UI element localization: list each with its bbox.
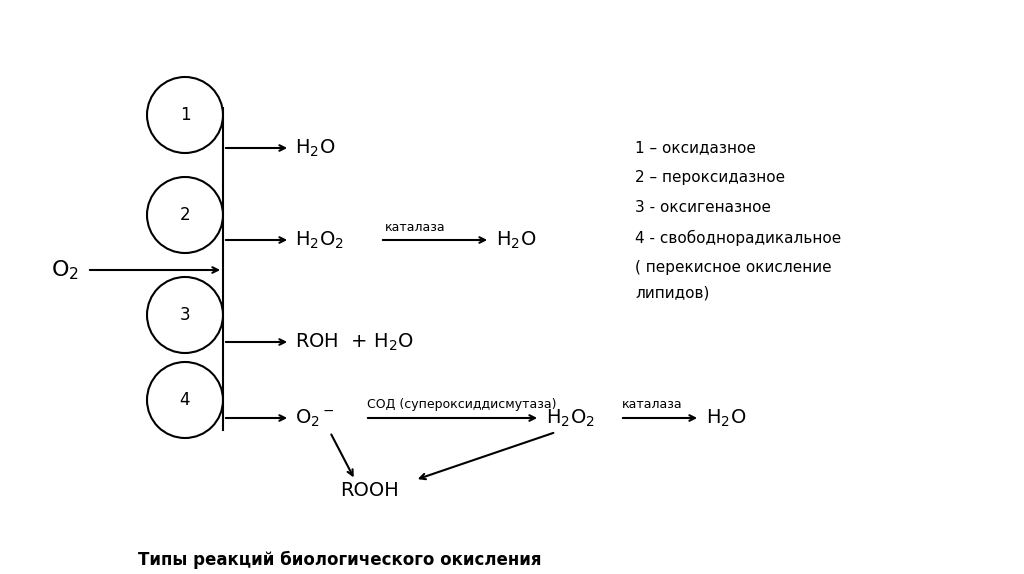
Text: H$_2$O: H$_2$O: [295, 137, 335, 158]
Text: Типы реакций биологического окисления: Типы реакций биологического окисления: [138, 551, 542, 569]
Text: ROH  + H$_2$O: ROH + H$_2$O: [295, 331, 414, 352]
Text: СОД (супероксиддисмутаза): СОД (супероксиддисмутаза): [367, 398, 556, 411]
Text: 4: 4: [180, 391, 190, 409]
Text: ( перекисное окисление: ( перекисное окисление: [635, 260, 831, 275]
Text: ROOH: ROOH: [341, 480, 399, 499]
Text: O$_2$: O$_2$: [51, 258, 79, 282]
Text: H$_2$O$_2$: H$_2$O$_2$: [295, 230, 344, 251]
Text: липидов): липидов): [635, 285, 710, 300]
Text: 4 - свободнорадикальное: 4 - свободнорадикальное: [635, 230, 842, 246]
Text: 2: 2: [179, 206, 190, 224]
Text: H$_2$O: H$_2$O: [496, 230, 537, 251]
Text: каталаза: каталаза: [385, 221, 445, 234]
Text: 1: 1: [179, 106, 190, 124]
Text: 3 - оксигеназное: 3 - оксигеназное: [635, 200, 771, 215]
Text: 2 – пероксидазное: 2 – пероксидазное: [635, 170, 785, 185]
Text: 1 – оксидазное: 1 – оксидазное: [635, 140, 756, 155]
Text: каталаза: каталаза: [622, 398, 683, 411]
Text: O$_2$$^-$: O$_2$$^-$: [295, 408, 335, 429]
Text: 3: 3: [179, 306, 190, 324]
Text: H$_2$O: H$_2$O: [706, 408, 746, 429]
Text: H$_2$O$_2$: H$_2$O$_2$: [546, 408, 595, 429]
